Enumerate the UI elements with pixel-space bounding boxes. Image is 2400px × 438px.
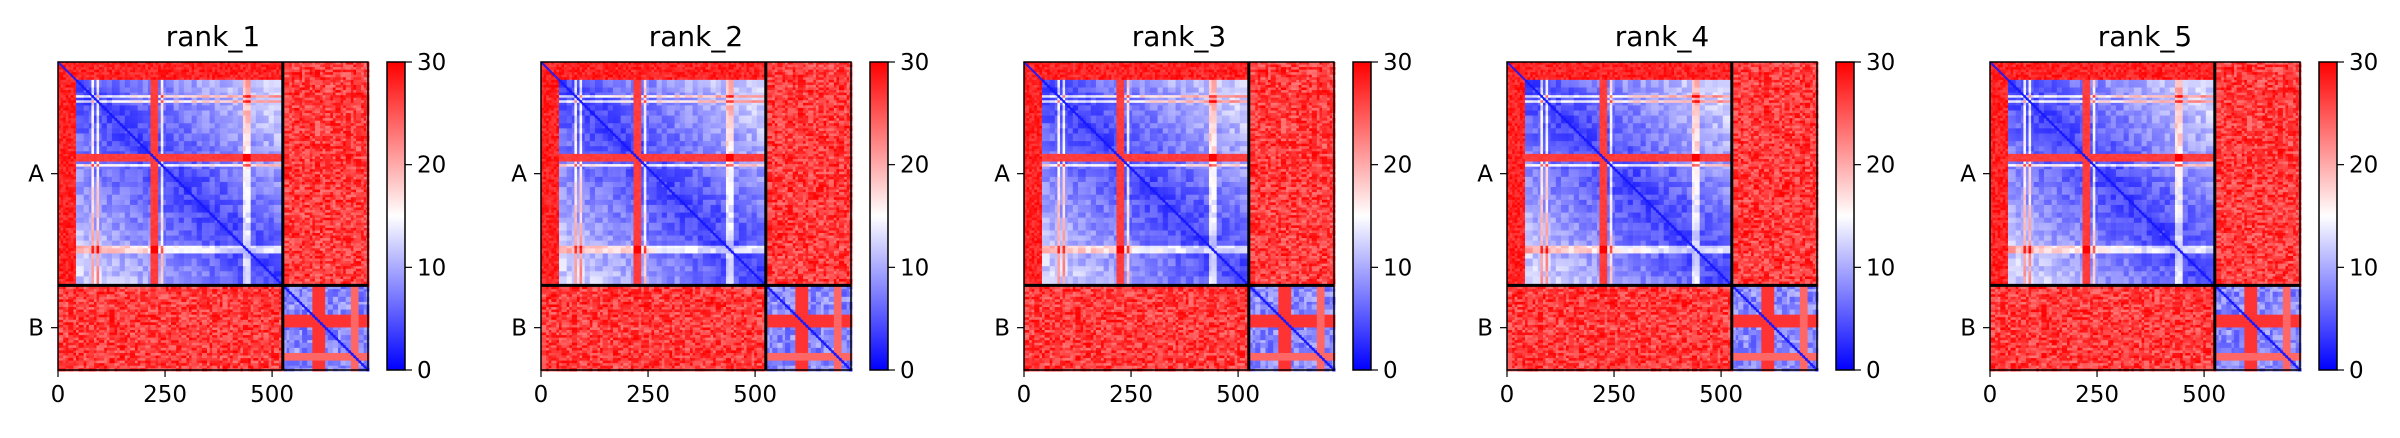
panel-title: rank_1 (166, 20, 260, 53)
